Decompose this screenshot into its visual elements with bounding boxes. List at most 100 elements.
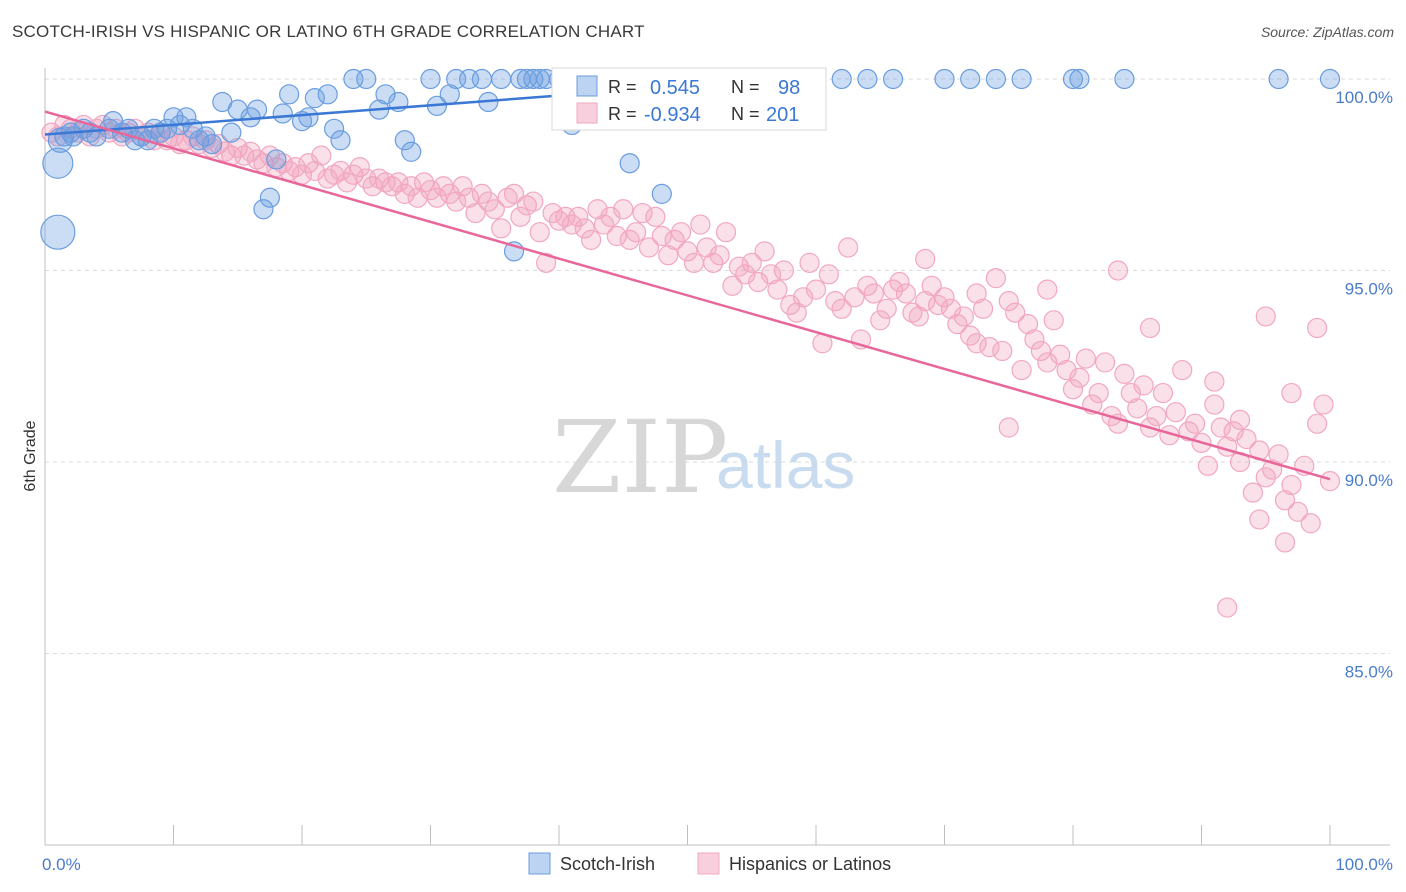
data-point-scotch-irish [619,153,640,174]
data-point-scotch-irish [356,68,377,90]
source-label: Source: ZipAtlas.com [1260,24,1394,40]
data-point-scotch-irish [266,149,287,170]
x-tick-label: 0.0% [42,855,81,874]
data-point-scotch-irish [279,84,300,105]
data-point-hispanics [1095,352,1116,373]
data-point-hispanics [259,145,280,166]
legend-r-value-2: -0.934 [644,104,701,126]
data-point-hispanics [516,195,537,216]
data-point-hispanics [735,264,756,285]
legend-n-label-1: N = [731,77,760,97]
data-point-hispanics [536,252,557,273]
data-point-hispanics [715,222,737,243]
data-point-hispanics [548,210,570,231]
data-point-hispanics [574,218,595,239]
data-point-hispanics [895,283,917,304]
data-point-hispanics [1217,597,1238,618]
legend-r-label-2: R = [608,104,637,124]
data-point-scotch-irish [259,187,280,208]
data-point-hispanics [934,287,955,308]
data-point-scotch-irish [831,68,852,90]
data-point-hispanics [1017,314,1039,335]
data-point-hispanics [1242,482,1264,503]
legend-n-value-2: 201 [766,104,799,126]
data-point-hispanics [972,298,994,319]
data-point-hispanics [606,225,627,247]
data-point-hispanics [1249,509,1270,530]
y-tick-label: 100.0% [1335,88,1393,107]
data-point-hispanics [446,191,467,212]
legend-top: R = 0.545 N = 98 R = -0.934 N = 201 [551,67,827,131]
data-point-hispanics [966,333,987,354]
data-point-hispanics [786,302,807,323]
data-point-hispanics [921,275,942,296]
legend-r-value-1: 0.545 [650,77,700,99]
tick-labels: 100.0% 95.0% 90.0% 85.0% 0.0% 100.0% [42,88,1393,874]
data-point-hispanics [1120,382,1141,404]
data-point-hispanics [1037,279,1058,300]
data-point-scotch-irish [1062,68,1084,90]
data-point-hispanics [838,237,859,258]
legend-bottom-label-2: Hispanics or Latinos [729,854,891,874]
data-point-hispanics [1274,532,1296,553]
data-point-scotch-irish [150,122,171,143]
data-point-hispanics [523,191,544,212]
data-point-hispanics [754,241,775,262]
data-point-hispanics [767,279,788,300]
data-point-hispanics [529,222,550,243]
data-point-scotch-irish [401,141,422,162]
data-point-hispanics [568,206,589,227]
data-point-hispanics [484,199,505,220]
data-point-hispanics [1139,317,1161,339]
data-point-hispanics [863,283,884,304]
data-point-hispanics [773,260,794,281]
data-point-hispanics [1165,402,1186,423]
data-point-scotch-irish [246,99,268,120]
data-point-scotch-irish [934,68,955,90]
data-point-hispanics [683,252,705,273]
data-point-hispanics [793,287,814,308]
watermark-zip: ZIP [552,399,728,516]
data-point-scotch-irish [176,107,197,128]
data-point-scotch-irish [272,103,293,124]
data-point-hispanics [1043,310,1064,331]
data-point-hispanics [491,218,512,239]
data-point-scotch-irish [1319,68,1341,90]
data-point-hispanics [658,245,679,266]
axes [44,68,1390,846]
data-point-scotch-irish [201,134,223,155]
data-point-hispanics [1223,421,1244,442]
data-point-hispanics [1030,340,1051,362]
y-axis-title: 6th Grade [22,420,39,491]
data-point-hispanics [915,291,936,312]
data-point-hispanics [805,279,827,300]
legend-box [551,67,827,131]
data-point-hispanics [510,206,531,227]
data-point-hispanics [696,237,717,258]
data-point-hispanics [304,160,325,182]
data-point-scotch-irish [985,68,1007,90]
data-point-scotch-irish [317,84,338,105]
data-point-hispanics [953,306,974,327]
data-point-hispanics [1152,382,1174,404]
data-point-hispanics [1127,398,1148,419]
data-point-hispanics [465,202,486,224]
legend-swatch-blue [576,75,598,97]
y-tick-label: 85.0% [1345,663,1393,682]
data-point-hispanics [330,160,351,182]
data-point-hispanics [1146,405,1167,427]
y-tick-label: 95.0% [1345,280,1393,299]
data-point-hispanics [818,264,839,285]
data-point-scotch-irish [375,84,396,105]
legend-swatch-pink [576,102,598,124]
data-point-scotch-irish [960,68,981,90]
data-point-hispanics [47,126,68,147]
data-point-hispanics [966,283,987,304]
data-point-hispanics [1197,455,1219,476]
data-point-hispanics [741,252,762,273]
data-point-hispanics [690,214,711,235]
data-point-hispanics [349,156,370,178]
data-point-scotch-irish [857,68,878,90]
data-point-scotch-irish [1268,68,1289,90]
data-point-hispanics [311,145,332,166]
